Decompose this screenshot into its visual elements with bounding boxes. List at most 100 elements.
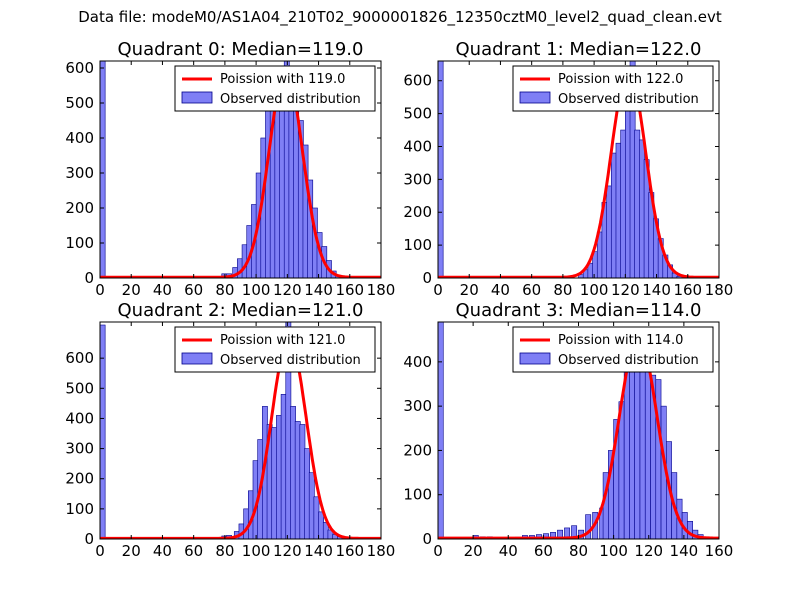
histogram-bar bbox=[438, 322, 444, 539]
histogram-bar bbox=[571, 525, 578, 539]
histogram-bar bbox=[557, 529, 563, 539]
legend-line-label: Poission with 114.0 bbox=[558, 333, 683, 348]
legend-bar-label: Observed distribution bbox=[558, 92, 699, 107]
x-tick-label: 140 bbox=[670, 542, 699, 560]
y-tick-label: 200 bbox=[65, 470, 94, 488]
x-tick-label: 160 bbox=[705, 542, 734, 560]
legend-bar-label: Observed distribution bbox=[220, 92, 361, 107]
x-tick-label: 40 bbox=[499, 542, 518, 560]
x-tick-label: 0 bbox=[95, 281, 105, 299]
legend-line-label: Poission with 122.0 bbox=[558, 72, 683, 87]
histogram-bar bbox=[606, 185, 613, 278]
y-tick-label: 0 bbox=[422, 269, 432, 287]
y-tick-label: 600 bbox=[65, 349, 94, 367]
x-tick-label: 120 bbox=[273, 281, 302, 299]
x-tick-label: 60 bbox=[184, 542, 203, 560]
x-tick-label: 120 bbox=[634, 542, 663, 560]
x-tick-label: 20 bbox=[122, 281, 141, 299]
x-tick-label: 40 bbox=[153, 281, 172, 299]
quadrant-3-panel: Quadrant 3: Median=114.0 0 20 40 60 80 100 120 1… bbox=[403, 300, 733, 560]
x-tick-label: 120 bbox=[611, 281, 640, 299]
histogram-bar bbox=[644, 352, 651, 539]
x-tick-label: 180 bbox=[367, 542, 396, 560]
histogram-bar bbox=[313, 496, 320, 539]
y-tick-label: 100 bbox=[65, 234, 94, 252]
legend-line-label: Poission with 119.0 bbox=[220, 72, 345, 87]
x-tick-label: 0 bbox=[433, 281, 443, 299]
plot-area bbox=[100, 322, 381, 539]
x-tick-label: 40 bbox=[491, 281, 510, 299]
x-tick-label: 60 bbox=[522, 281, 541, 299]
y-tick-label: 0 bbox=[422, 530, 432, 548]
histogram-bar bbox=[294, 421, 301, 539]
x-tick-label: 180 bbox=[367, 281, 396, 299]
histogram-bar bbox=[585, 514, 592, 539]
chart-title: Quadrant 2: Median=121.0 bbox=[118, 300, 364, 321]
legend-bar-label: Observed distribution bbox=[558, 353, 699, 368]
histogram-bar bbox=[620, 129, 627, 278]
y-tick-label: 400 bbox=[403, 353, 432, 371]
chart-title: Quadrant 1: Median=122.0 bbox=[456, 39, 702, 60]
legend-bar-label: Observed distribution bbox=[220, 353, 361, 368]
y-tick-label: 500 bbox=[65, 379, 94, 397]
axes-frame bbox=[99, 60, 382, 279]
y-tick-label: 400 bbox=[65, 129, 94, 147]
x-tick-label: 40 bbox=[153, 542, 172, 560]
histogram-bar bbox=[634, 129, 641, 278]
y-tick-label: 300 bbox=[65, 440, 94, 458]
x-tick-label: 0 bbox=[433, 542, 443, 560]
x-tick-label: 80 bbox=[569, 542, 588, 560]
axes-frame bbox=[99, 321, 382, 540]
x-tick-label: 60 bbox=[534, 542, 553, 560]
histogram-bar bbox=[318, 511, 325, 539]
histogram-bar bbox=[280, 394, 287, 539]
x-tick-label: 160 bbox=[673, 281, 702, 299]
legend-bar-swatch bbox=[181, 352, 213, 365]
legend-box bbox=[174, 326, 376, 373]
histogram-bar bbox=[299, 424, 306, 539]
legend-bar-swatch bbox=[519, 352, 551, 365]
histogram-bar bbox=[623, 370, 630, 539]
x-tick-label: 80 bbox=[215, 281, 234, 299]
x-tick-label: 160 bbox=[335, 281, 364, 299]
poisson-curve bbox=[438, 68, 719, 278]
y-tick-label: 300 bbox=[403, 170, 432, 188]
histogram-bar bbox=[271, 427, 278, 539]
x-tick-label: 100 bbox=[242, 281, 271, 299]
y-tick-label: 200 bbox=[403, 441, 432, 459]
y-tick-label: 500 bbox=[65, 94, 94, 112]
x-tick-label: 120 bbox=[273, 542, 302, 560]
x-tick-label: 180 bbox=[705, 281, 734, 299]
x-tick-label: 140 bbox=[304, 542, 333, 560]
plot-area bbox=[100, 61, 381, 278]
x-tick-label: 80 bbox=[553, 281, 572, 299]
x-tick-label: 140 bbox=[304, 281, 333, 299]
x-tick-label: 20 bbox=[122, 542, 141, 560]
y-tick-label: 100 bbox=[403, 486, 432, 504]
y-tick-label: 100 bbox=[65, 500, 94, 518]
y-tick-label: 400 bbox=[65, 409, 94, 427]
y-tick-label: 600 bbox=[65, 59, 94, 77]
y-tick-label: 200 bbox=[65, 199, 94, 217]
chart-title: Quadrant 0: Median=119.0 bbox=[118, 39, 364, 60]
legend-line-label: Poission with 121.0 bbox=[220, 333, 345, 348]
quadrant-2-panel: Quadrant 2: Median=121.00 20 40 60 80 100 120 1… bbox=[65, 300, 395, 560]
legend-box bbox=[512, 65, 714, 112]
legend-box bbox=[512, 326, 714, 373]
histogram-bar bbox=[290, 406, 296, 539]
histogram-bar bbox=[276, 415, 282, 539]
y-tick-label: 300 bbox=[403, 397, 432, 415]
histogram-bar bbox=[564, 527, 571, 539]
histogram-bar bbox=[634, 343, 641, 539]
histogram-bar bbox=[615, 142, 622, 278]
histogram-bar bbox=[100, 324, 106, 539]
y-tick-label: 600 bbox=[403, 72, 432, 90]
quadrant-0-panel: Quadrant 0: Median=119.00 20 40 60 80 100 120 1… bbox=[65, 39, 395, 299]
x-tick-label: 0 bbox=[95, 542, 105, 560]
x-tick-label: 20 bbox=[464, 542, 483, 560]
x-tick-label: 20 bbox=[460, 281, 479, 299]
y-tick-label: 300 bbox=[65, 164, 94, 182]
y-tick-label: 0 bbox=[84, 530, 94, 548]
histogram-bar bbox=[625, 106, 631, 278]
